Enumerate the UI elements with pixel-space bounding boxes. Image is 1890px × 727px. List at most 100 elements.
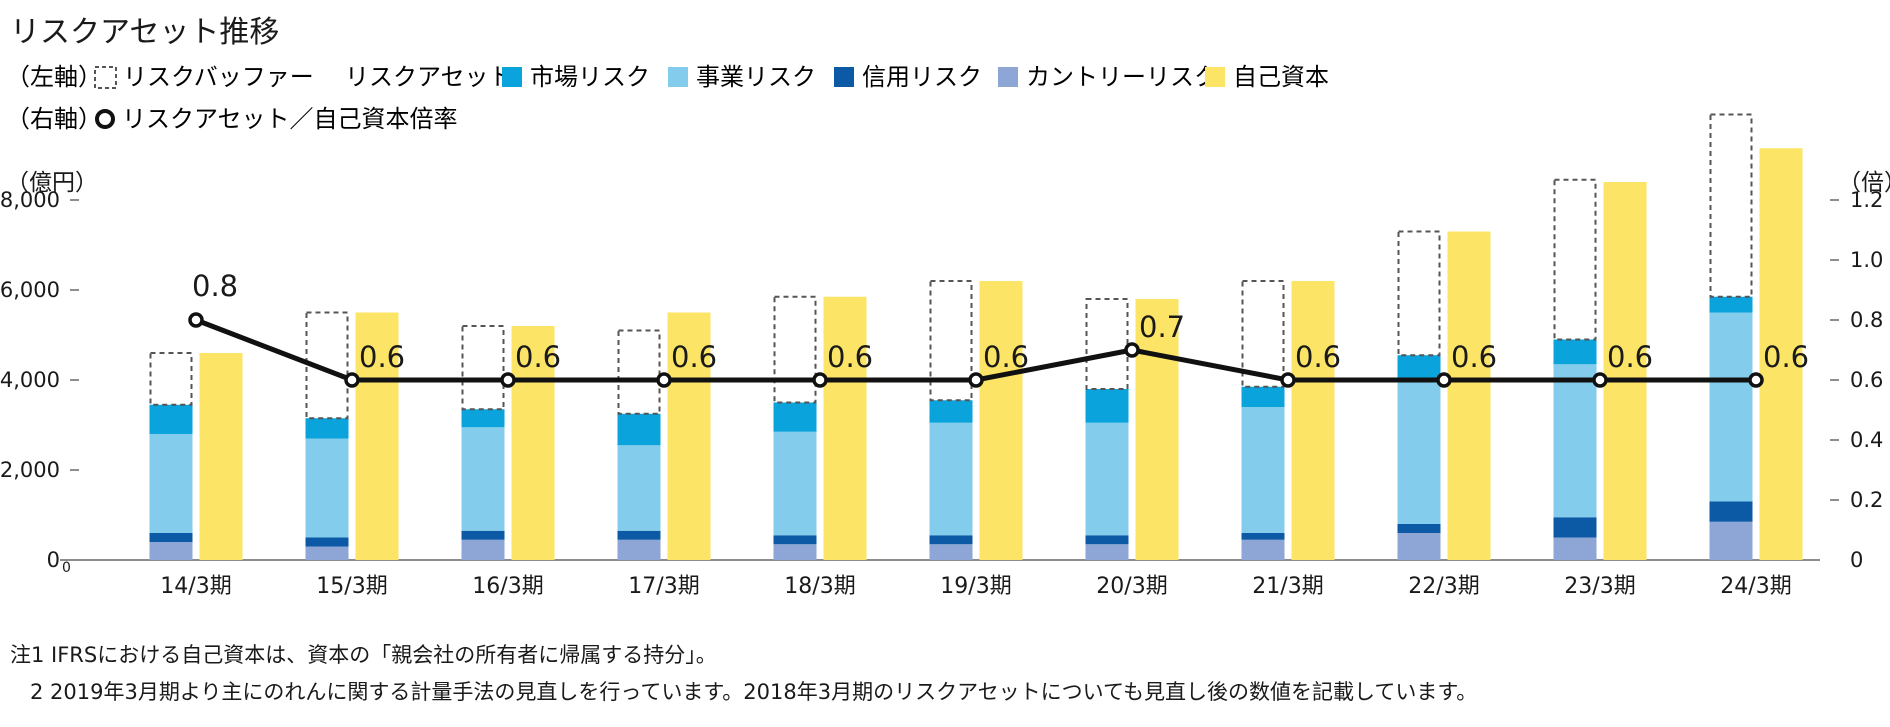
legend-ratio-marker: [95, 109, 115, 129]
category-label: 15/3期: [316, 574, 387, 599]
country-risk-bar: [1709, 521, 1753, 560]
country-risk-bar: [1085, 544, 1129, 560]
business-risk-bar: [1709, 312, 1753, 502]
credit-risk-bar: [617, 530, 661, 540]
country-risk-bar: [617, 539, 661, 560]
bar-series: [149, 113, 1803, 560]
market-risk-bar: [1709, 296, 1753, 313]
market-risk-bar: [1553, 339, 1597, 365]
category-label: 24/3期: [1720, 574, 1791, 599]
ratio-point: [188, 312, 204, 328]
category-label: 19/3期: [940, 574, 1011, 599]
category-labels: 14/3期 15/3期 16/3期 17/3期 18/3期 19/3期 20/3期 21/3期…: [160, 574, 1791, 599]
credit-risk-bar: [1553, 517, 1597, 538]
risk-buffer-bar: [305, 311, 349, 420]
ratio-point: [344, 372, 360, 388]
country-risk-bar: [929, 544, 973, 560]
legend-ratio: リスクアセット／自己資本倍率: [122, 105, 458, 133]
ratio-label: 0.6: [515, 340, 561, 374]
market-risk-bar: [1241, 386, 1285, 407]
ratio-point: [812, 372, 828, 388]
ratio-label: 0.6: [671, 340, 717, 374]
left-axis: 0 2,000 4,000 6,000 8,000: [0, 188, 79, 572]
ratio-label: 0.6: [359, 340, 405, 374]
left-tick-label: 0: [47, 548, 60, 572]
risk-buffer-bar: [1553, 178, 1597, 341]
equity-bar: [1291, 281, 1335, 560]
category-label: 16/3期: [472, 574, 543, 599]
credit-risk-bar: [773, 535, 817, 545]
country-risk-bar: [1397, 533, 1441, 560]
country-risk-bar: [461, 539, 505, 560]
legend-market-risk: 市場リスク: [530, 63, 650, 91]
category-label: 17/3期: [628, 574, 699, 599]
business-risk-bar: [1241, 407, 1285, 533]
legend: （左軸） リスクバッファー リスクアセット 市場リスク 事業リスク 信用リスク …: [6, 63, 1329, 133]
ratio-label: 0.6: [1763, 340, 1809, 374]
ratio-point: [500, 372, 516, 388]
credit-risk-bar: [305, 537, 349, 547]
risk-buffer-bar: [773, 295, 817, 404]
equity-bar: [511, 326, 555, 560]
legend-credit-risk-swatch: [834, 67, 854, 87]
right-tick-label: 0.2: [1850, 488, 1883, 512]
category-label: 20/3期: [1096, 574, 1167, 599]
ratio-label: 0.6: [1451, 340, 1497, 374]
left-axis-unit: （億円）: [6, 170, 98, 196]
credit-risk-bar: [1397, 524, 1441, 533]
business-risk-bar: [929, 422, 973, 536]
left-tick-label: 6,000: [0, 278, 60, 302]
note-2: 2 2019年3月期より主にのれんに関する計量手法の見直しを行っています。201…: [30, 680, 1477, 704]
legend-country-risk: カントリーリスク: [1026, 63, 1218, 91]
market-risk-bar: [305, 418, 349, 439]
credit-risk-bar: [461, 530, 505, 540]
equity-bar: [1447, 231, 1491, 560]
equity-bar: [1759, 148, 1803, 560]
legend-business-risk-swatch: [668, 67, 688, 87]
ratio-point: [656, 372, 672, 388]
right-tick-label: 0.4: [1850, 428, 1883, 452]
business-risk-bar: [149, 434, 193, 533]
note-1: 注1 IFRSにおける自己資本は、資本の「親会社の所有者に帰属する持分」。: [10, 643, 717, 667]
risk-buffer-bar: [461, 325, 505, 411]
risk-buffer-bar: [1085, 298, 1129, 390]
ratio-point: [1124, 342, 1140, 358]
country-risk-bar: [305, 546, 349, 560]
risk-buffer-bar: [1709, 113, 1753, 298]
left-tick-label: 8,000: [0, 188, 60, 212]
market-risk-bar: [461, 409, 505, 428]
risk-buffer-bar: [1397, 230, 1441, 357]
equity-bar: [1135, 299, 1179, 560]
ratio-label: 0.7: [1139, 310, 1185, 344]
ratio-line: [195, 317, 1756, 383]
risk-buffer-bar: [1241, 280, 1285, 388]
market-risk-bar: [929, 400, 973, 423]
ratio-point: [1436, 372, 1452, 388]
category-label: 21/3期: [1252, 574, 1323, 599]
ratio-label: 0.6: [983, 340, 1029, 374]
legend-country-risk-swatch: [998, 67, 1018, 87]
ratio-label: 0.6: [1607, 340, 1653, 374]
credit-risk-bar: [929, 535, 973, 545]
legend-risk-buffer-swatch: [94, 66, 117, 89]
equity-bar: [355, 312, 399, 560]
country-risk-bar: [773, 544, 817, 560]
market-risk-bar: [773, 402, 817, 432]
business-risk-bar: [617, 445, 661, 531]
market-risk-bar: [149, 404, 193, 434]
chart-title: リスクアセット推移: [10, 15, 279, 50]
credit-risk-bar: [1085, 535, 1129, 545]
ratio-label: 0.6: [827, 340, 873, 374]
risk-buffer-bar: [149, 352, 193, 406]
business-risk-bar: [1553, 364, 1597, 518]
category-label: 23/3期: [1564, 574, 1635, 599]
country-risk-bar: [1553, 537, 1597, 560]
market-risk-bar: [617, 413, 661, 446]
ratio-point: [968, 372, 984, 388]
left-tick-label: 2,000: [0, 458, 60, 482]
category-label: 22/3期: [1408, 574, 1479, 599]
risk-buffer-bar: [929, 280, 973, 402]
equity-bar: [1603, 182, 1647, 560]
right-tick-label: 0.8: [1850, 308, 1883, 332]
right-tick-label: 1.2: [1850, 188, 1883, 212]
